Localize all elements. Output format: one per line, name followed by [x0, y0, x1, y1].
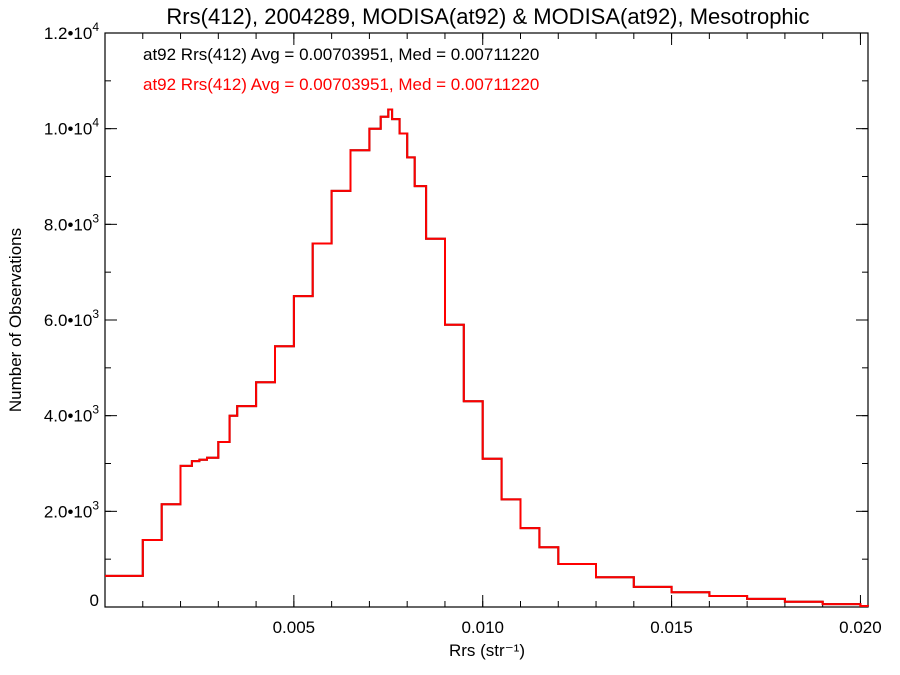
y-tick-label: 0	[90, 591, 99, 610]
y-tick-labels: 0 2.0•103 4.0•103 6.0•103 8.0•103 1.0•10…	[44, 20, 100, 610]
x-tick-label: 0.010	[461, 618, 504, 637]
y-tick-base: 4.0•10	[44, 407, 93, 426]
x-tick-label: 0.015	[650, 618, 693, 637]
series-2-histogram	[105, 108, 869, 607]
x-tick-label: 0.005	[273, 618, 316, 637]
series-1-histogram	[105, 108, 869, 607]
y-tick-exp: 4	[92, 116, 99, 130]
y-tick-base: 2.0•10	[44, 502, 93, 521]
y-tick-label: 4.0•103	[44, 403, 100, 426]
x-tick-label: 0.020	[839, 618, 882, 637]
y-tick-exp: 3	[92, 498, 99, 512]
y-tick-exp: 4	[92, 20, 99, 34]
y-tick-label: 6.0•103	[44, 307, 100, 330]
y-tick-marks	[105, 32, 868, 608]
y-tick-exp: 3	[92, 211, 99, 225]
series-layer	[105, 108, 869, 607]
y-tick-base: 6.0•10	[44, 311, 93, 330]
y-tick-base: 8.0•10	[44, 215, 93, 234]
minor-ticks	[105, 33, 868, 607]
x-tick-marks	[293, 33, 861, 607]
annotation-series-2: at92 Rrs(412) Avg = 0.00703951, Med = 0.…	[143, 75, 539, 94]
y-axis-label: Number of Observations	[6, 228, 25, 412]
y-tick-label: 8.0•103	[44, 211, 100, 234]
y-tick-label: 1.2•104	[44, 20, 100, 43]
y-tick-exp: 3	[92, 307, 99, 321]
plot-frame	[104, 32, 869, 608]
y-tick-base: 0	[90, 591, 99, 610]
y-tick-base: 1.0•10	[44, 120, 93, 139]
y-tick-label: 2.0•103	[44, 498, 100, 521]
y-tick-exp: 3	[92, 403, 99, 417]
chart-title: Rrs(412), 2004289, MODISA(at92) & MODISA…	[166, 4, 809, 29]
y-tick-base: 1.2•10	[44, 24, 93, 43]
annotation-series-1: at92 Rrs(412) Avg = 0.00703951, Med = 0.…	[143, 45, 539, 64]
x-axis-label: Rrs (str⁻¹)	[449, 641, 525, 660]
y-tick-label: 1.0•104	[44, 116, 100, 139]
x-tick-labels: 0.005 0.010 0.015 0.020	[273, 618, 882, 637]
